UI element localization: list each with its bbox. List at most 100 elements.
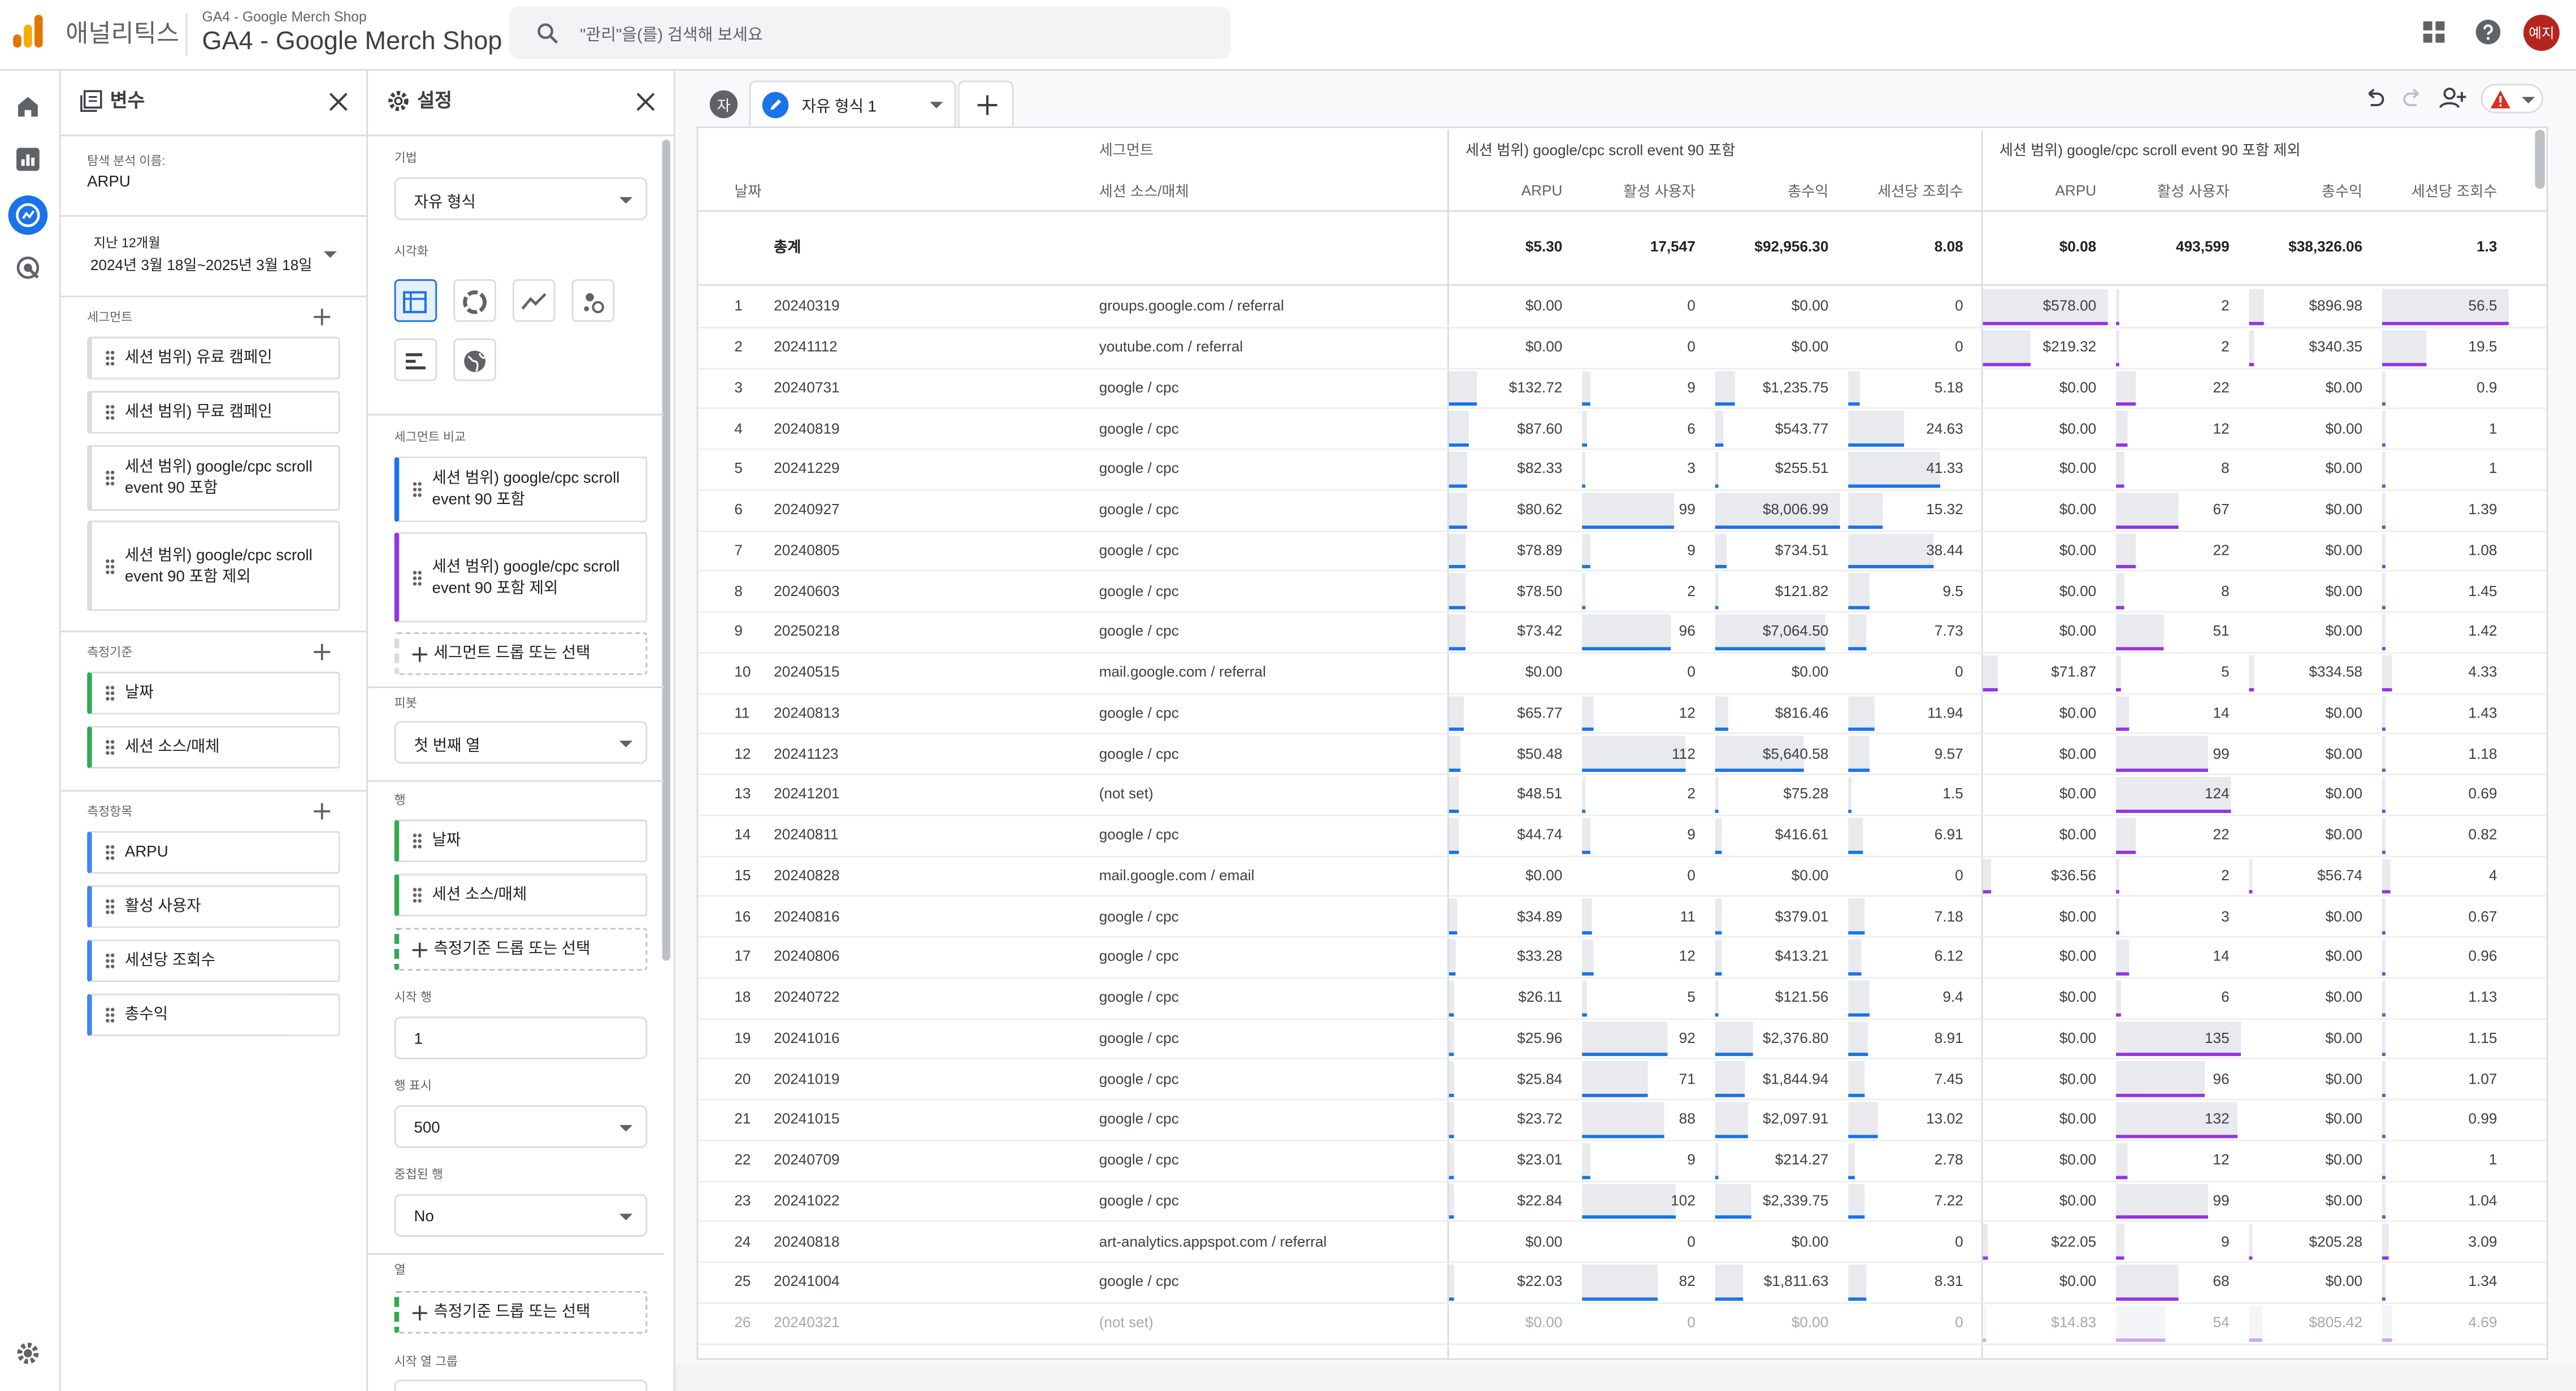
nav-reports[interactable] [16,147,40,171]
totals-label: 총계 [774,238,801,256]
visualization-button[interactable] [453,279,496,322]
segment-card[interactable]: 세션 범위) google/cpc scroll event 90 포함 [87,445,340,511]
cell: $22.03 [1517,1273,1563,1290]
cell-bar [1848,980,1870,1016]
segment-compare-card[interactable]: 세션 범위) google/cpc scroll event 90 포함 [394,457,648,523]
nav-admin[interactable] [16,1342,40,1365]
drag-handle [105,953,115,970]
metric-card[interactable]: 활성 사용자 [87,885,340,928]
close-button[interactable] [329,93,348,111]
row-card[interactable]: 날짜 [394,819,648,863]
cell-bar [1848,451,1941,488]
card-text: 세션 소스/매체 [432,886,527,905]
row-index: 20 [734,1070,751,1087]
share-button[interactable] [2439,87,2466,108]
row-card[interactable]: 세션 소스/매체 [394,873,648,917]
scrollbar [662,140,671,961]
cell: $219.32 [2042,338,2097,355]
cell: 92 [1679,1029,1695,1046]
cell-bar [1582,533,1591,569]
cell: 12 [1679,704,1695,721]
add-button[interactable] [314,803,331,820]
row-index: 11 [734,704,750,721]
metric-card[interactable]: ARPU [87,831,340,874]
cell-bar [1848,1264,1867,1301]
segment-card[interactable]: 세션 범위) 무료 캠페인 [87,390,340,434]
segment-compare-card[interactable]: 세션 범위) google/cpc scroll event 90 포함 제외 [394,532,648,623]
metric-card[interactable]: 세션당 조회수 [87,939,340,983]
segment-card[interactable]: 세션 범위) google/cpc scroll event 90 포함 제외 [87,520,340,611]
close-button[interactable] [636,93,655,111]
cell-bar [1848,614,1866,650]
tab[interactable]: 자유 형식 1 [749,80,956,127]
row-drop-zone[interactable]: 측정기준 드롭 또는 선택 [394,928,648,971]
cell: 20240828 [774,867,840,884]
search-box[interactable]: "관리"을(를) 검색해 보세요 [509,6,1231,59]
nav-explore[interactable] [8,195,48,235]
undo-button[interactable] [2364,88,2384,107]
cell: $0.00 [2325,1192,2363,1209]
warning-button[interactable] [2480,84,2543,114]
help-icon[interactable] [2475,19,2501,45]
cell: $78.50 [1517,582,1563,599]
cell-bar [1848,939,1862,975]
row-border [698,1302,2547,1304]
apps-icon[interactable] [2423,21,2445,43]
row-index: 15 [734,867,751,884]
visualization-button[interactable] [394,338,437,381]
dimension-card[interactable]: 세션 소스/매체 [87,725,340,769]
drag-handle [105,685,115,702]
cell: $82.33 [1517,460,1563,477]
column-drop-zone[interactable]: 측정기준 드롭 또는 선택 [394,1290,648,1334]
redo-button-part [2403,88,2419,106]
tab-letter[interactable]: 자 [709,90,738,119]
add-tab[interactable] [957,80,1014,127]
dropdown[interactable]: 500 [394,1105,648,1148]
add-button[interactable] [314,644,331,660]
cell: 20241229 [774,460,840,477]
cell: 7.18 [1934,907,1963,924]
cell: $0.00 [2059,379,2097,396]
nav-advertising[interactable] [16,256,40,279]
logo-part [34,15,43,48]
cell-bar [2382,492,2386,528]
metric-card[interactable]: 총수익 [87,993,340,1037]
cell-bar [1449,492,1467,528]
dropdown[interactable]: 자유 형식 [394,177,648,220]
redo-button[interactable] [2403,88,2423,107]
dimension-card[interactable]: 날짜 [87,671,340,715]
cell: 20250218 [774,623,840,640]
totals-cell: 17,547 [1650,238,1695,255]
cell-bar [1582,370,1591,406]
segment-drop-zone[interactable]: 세그먼트 드롭 또는 선택 [394,632,648,675]
column-header: 활성 사용자 [2157,183,2230,200]
cell-bar [1715,614,1825,650]
avatar[interactable]: 예지 [2523,15,2560,51]
drag-handle [105,898,115,915]
nav-home[interactable] [16,95,40,117]
cell-bar [2249,655,2254,691]
add-button[interactable] [314,308,331,325]
cell: 1.39 [2468,501,2497,518]
dropdown-arrow [619,741,633,747]
dropdown[interactable]: No [394,1194,648,1237]
dropdown[interactable]: 1 [394,1016,648,1059]
visualization-button[interactable] [571,279,615,322]
cell-bar [1848,898,1864,935]
add-icon-part [412,942,427,958]
cell: 3 [1687,460,1695,477]
segment-card[interactable]: 세션 범위) 유료 캠페인 [87,336,340,380]
variables-icon-part [88,96,97,102]
cell-bar [2382,329,2426,366]
visualization-button[interactable] [394,279,437,322]
dropdown-arrow-part [323,251,337,258]
dropdown[interactable]: 첫 번째 열 [394,721,648,764]
visualization-button[interactable] [512,279,556,322]
cell-bar [1983,1224,1988,1260]
cell: google / cpc [1099,1151,1179,1168]
visualization-button[interactable] [453,338,496,381]
cell-bar [1715,776,1719,813]
cell: $0.00 [2059,541,2097,558]
cell: google / cpc [1099,501,1179,518]
row-index: 3 [734,379,743,396]
